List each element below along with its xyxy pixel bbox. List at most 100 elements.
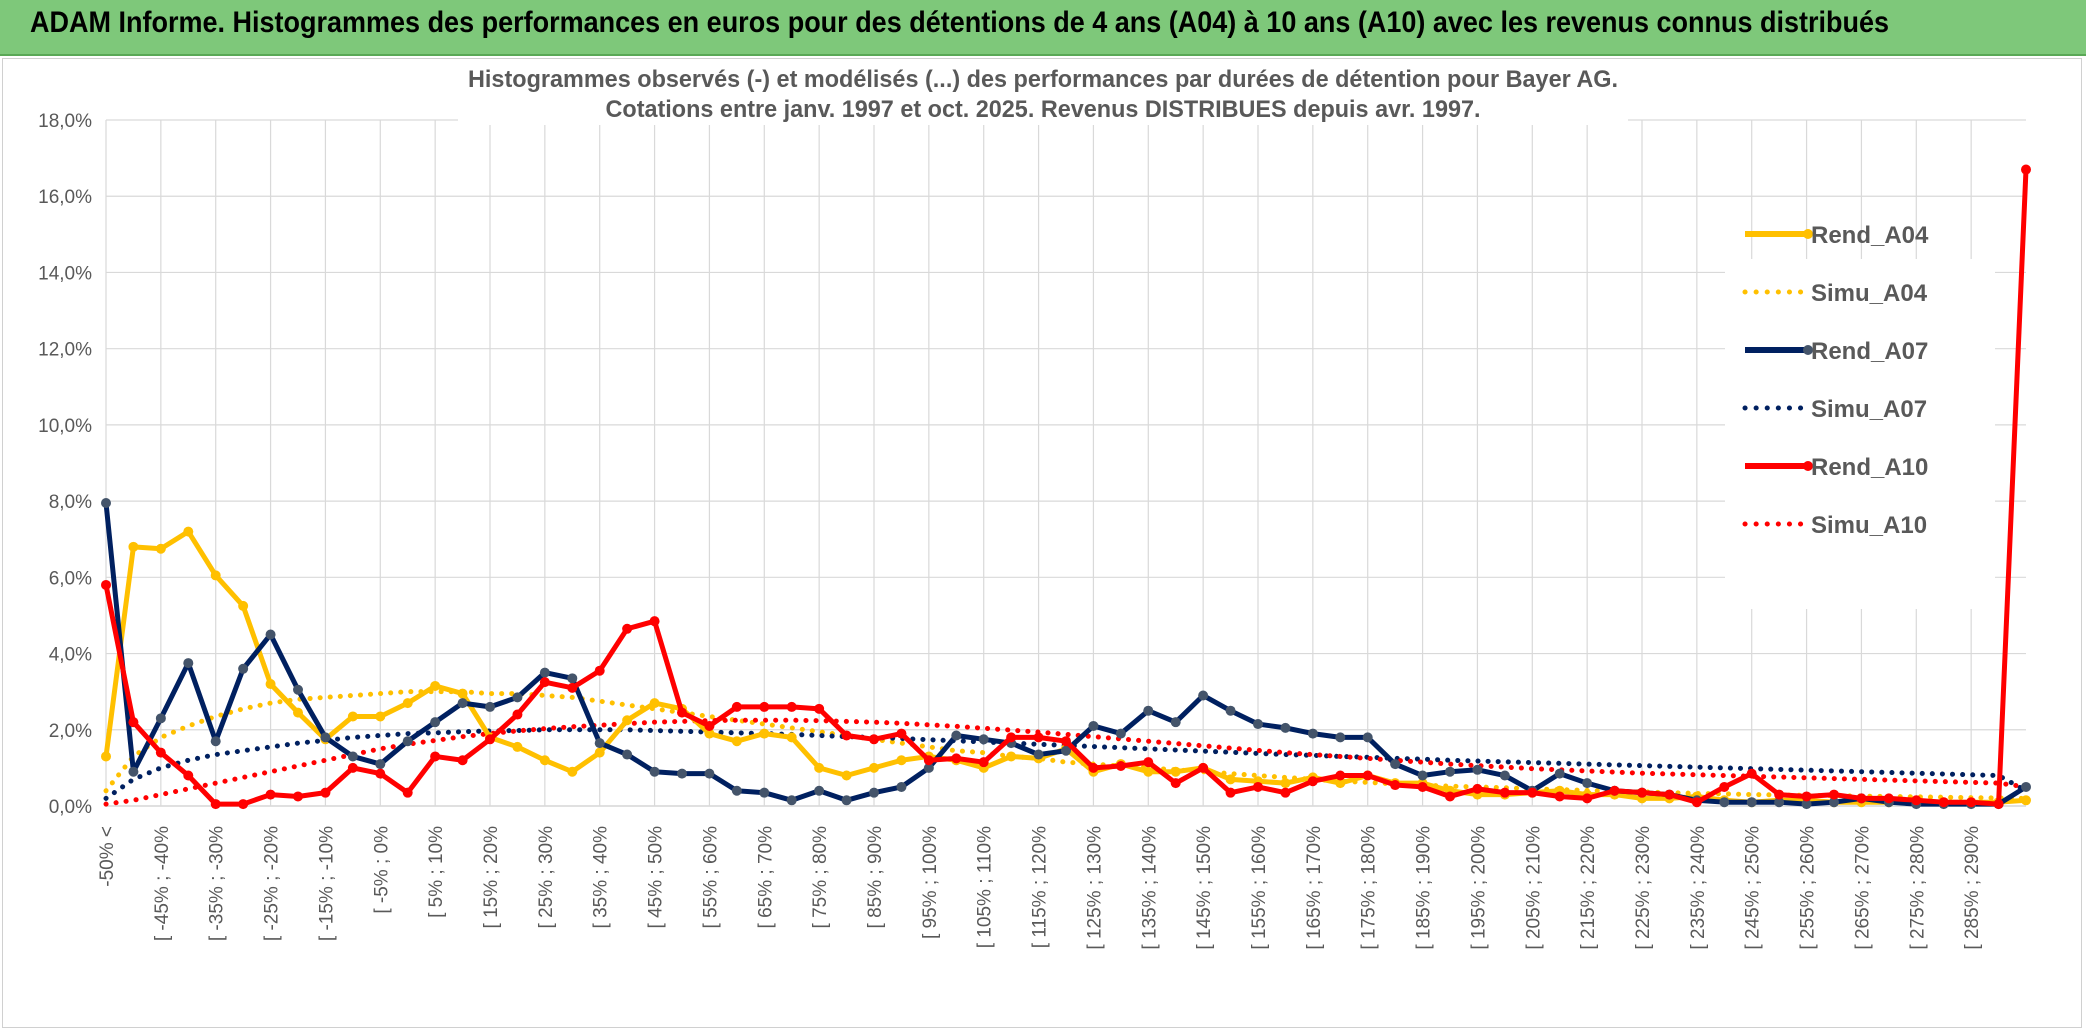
data-point-rend_a04 (1006, 751, 1017, 762)
x-tick-label: [ 155% ; 160% (1249, 826, 1270, 950)
data-point-rend_a10 (814, 703, 825, 714)
data-point-rend_a07 (1390, 759, 1401, 770)
x-tick-label: [ 115% ; 120% (1030, 826, 1051, 948)
data-point-rend_a10 (155, 747, 166, 758)
data-point-rend_a10 (759, 701, 770, 712)
legend-label: Rend_A10 (1811, 454, 1928, 481)
x-tick-label: [ 15% ; 20% (481, 826, 502, 929)
legend: Rend_A04 Simu_A04 Rend_A07 Simu_A07 Rend_A10… (1725, 222, 1995, 609)
x-tick-label: [ -35% ; -30% (207, 826, 228, 941)
data-point-rend_a07 (567, 673, 578, 684)
y-tick-label: 0,0% (49, 797, 92, 818)
x-tick-label: [ 55% ; 60% (700, 826, 721, 929)
data-point-rend_a07 (265, 629, 276, 640)
data-point-rend_a07 (128, 766, 139, 777)
data-point-rend_a10 (101, 579, 111, 590)
x-tick-label: [ 85% ; 90% (865, 826, 886, 929)
x-tick-label: [ 65% ; 70% (755, 826, 776, 929)
data-point-rend_a07 (1719, 797, 1730, 808)
legend-label: Rend_A04 (1811, 222, 1929, 249)
x-tick-label: [ -15% ; -10% (316, 826, 337, 941)
y-tick-label: 12,0% (38, 340, 92, 361)
data-point-rend_a07 (1033, 749, 1044, 760)
data-point-rend_a04 (759, 728, 770, 739)
x-tick-label: [ 165% ; 170% (1304, 826, 1325, 950)
data-point-rend_a10 (1170, 778, 1181, 789)
x-tick-label: [ 195% ; 200% (1468, 826, 1489, 950)
data-point-rend_a04 (786, 732, 797, 743)
data-point-rend_a04 (814, 762, 825, 773)
data-point-rend_a07 (1472, 764, 1483, 775)
data-point-rend_a10 (1335, 770, 1346, 781)
x-tick-label: [ 215% ; 220% (1578, 826, 1599, 950)
x-tick-label: [ 205% ; 210% (1523, 826, 1544, 950)
data-point-rend_a07 (1554, 768, 1565, 779)
y-tick-label: 2,0% (49, 721, 92, 742)
data-point-rend_a10 (1033, 732, 1044, 743)
data-point-rend_a10 (1993, 799, 2004, 810)
data-point-rend_a04 (347, 711, 358, 722)
data-point-rend_a07 (457, 698, 468, 709)
data-point-rend_a07 (1801, 799, 1812, 810)
data-point-rend_a07 (2021, 781, 2031, 792)
data-point-rend_a04 (1280, 778, 1291, 789)
legend-label: Simu_A04 (1811, 280, 1928, 307)
data-point-rend_a07 (1417, 770, 1428, 781)
data-point-rend_a04 (265, 679, 276, 690)
data-point-rend_a04 (594, 747, 605, 758)
data-point-rend_a07 (1746, 797, 1757, 808)
data-point-rend_a04 (101, 751, 111, 762)
data-point-rend_a10 (594, 665, 605, 676)
data-point-rend_a04 (704, 728, 715, 739)
data-point-rend_a07 (1280, 722, 1291, 733)
x-axis-tick-labels: -50% < [ -45% ; -40% [ -35% ; -30% [ -25% ;… (97, 826, 1983, 950)
data-point-rend_a10 (375, 768, 386, 779)
data-point-rend_a10 (320, 787, 331, 798)
data-point-rend_a10 (1362, 770, 1373, 781)
data-point-rend_a07 (1335, 732, 1346, 743)
data-point-rend_a07 (1170, 717, 1181, 728)
y-tick-label: 6,0% (49, 568, 92, 589)
data-point-rend_a10 (1472, 783, 1483, 794)
data-point-rend_a07 (238, 663, 249, 674)
data-point-rend_a10 (210, 799, 221, 810)
data-point-rend_a10 (1609, 785, 1620, 796)
report-title: ADAM Informe. Histogrammes des performan… (30, 6, 1890, 39)
data-point-rend_a07 (731, 785, 742, 796)
data-point-rend_a04 (183, 526, 194, 537)
data-point-rend_a10 (1719, 781, 1730, 792)
data-point-rend_a07 (210, 736, 221, 747)
y-tick-label: 18,0% (38, 111, 92, 132)
series-lines (101, 164, 2031, 810)
data-point-rend_a10 (430, 751, 441, 762)
data-point-rend_a10 (265, 789, 276, 800)
data-point-rend_a07 (594, 738, 605, 749)
chart-title: Histogrammes observés (-) et modélisés (… (468, 66, 1618, 93)
data-point-rend_a04 (402, 698, 413, 709)
data-point-rend_a07 (1362, 732, 1373, 743)
data-point-rend_a10 (731, 701, 742, 712)
data-point-rend_a07 (759, 787, 770, 798)
data-point-rend_a04 (567, 766, 578, 777)
data-point-rend_a10 (1637, 787, 1647, 798)
data-point-rend_a04 (649, 698, 660, 709)
data-point-rend_a07 (155, 713, 166, 724)
x-tick-label: [ 95% ; 100% (920, 826, 941, 939)
data-point-rend_a04 (896, 755, 907, 766)
data-point-rend_a07 (485, 701, 495, 712)
data-point-rend_a10 (1499, 787, 1510, 798)
data-point-rend_a07 (1115, 728, 1126, 739)
data-point-rend_a04 (375, 711, 386, 722)
data-point-rend_a10 (539, 677, 550, 688)
data-point-rend_a04 (293, 707, 303, 718)
data-point-rend_a10 (1856, 793, 1867, 804)
data-point-rend_a07 (814, 785, 825, 796)
data-point-rend_a10 (1280, 787, 1291, 798)
title-backdrop (458, 63, 1628, 125)
legend-marker (1803, 345, 1813, 355)
data-point-rend_a04 (210, 570, 221, 581)
data-point-rend_a07 (869, 787, 879, 798)
data-point-rend_a07 (1061, 745, 1071, 756)
data-point-rend_a07 (677, 768, 687, 779)
data-point-rend_a07 (539, 667, 550, 678)
